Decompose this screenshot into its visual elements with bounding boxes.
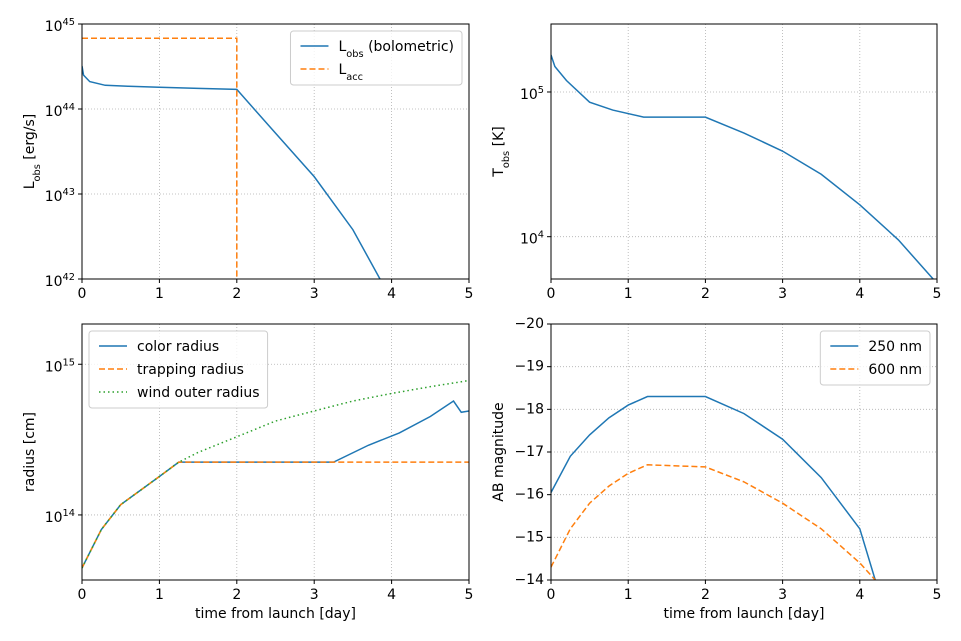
panel: 0 1 2 3 4 5 1014 1015 time from launch [day] radi… <box>22 323 474 622</box>
x-tick-label: 4 <box>855 286 864 302</box>
x-tick-label: 1 <box>155 587 164 603</box>
legend-frame <box>819 330 931 386</box>
y-tick-label: −15 <box>514 529 544 545</box>
y-tick-label: −14 <box>514 572 544 588</box>
y-tick-label: 1014 <box>45 507 75 526</box>
series-line <box>551 395 876 580</box>
y-tick-label: −19 <box>514 359 544 375</box>
legend-label: color radius <box>137 339 219 355</box>
x-tick-label: 0 <box>78 587 87 603</box>
y-tick-label: −17 <box>514 444 544 460</box>
legend-frame <box>88 330 269 409</box>
series-line <box>551 54 934 279</box>
legend-label: 250 nm <box>868 339 922 355</box>
y-axis-label: radius [cm] <box>22 412 38 492</box>
legend: color radius trapping radius wind outer ra… <box>88 330 269 409</box>
x-tick-label: 1 <box>624 587 633 603</box>
legend-label: wind outer radius <box>137 385 260 401</box>
axes-frame <box>81 323 470 581</box>
y-tick-label: 104 <box>520 229 544 248</box>
series-line <box>82 461 469 569</box>
series-line <box>82 400 469 569</box>
panel: 0 1 2 3 4 5 1042 1043 1044 1045 Lobs [erg/s] Lobs (… <box>22 17 473 303</box>
x-tick-label: 4 <box>855 587 864 603</box>
y-tick-label: −18 <box>514 401 544 417</box>
x-tick-label: 2 <box>701 587 710 603</box>
panel: 0 1 2 3 4 5 −20 −19 −18 −17 −16 −15 −14 time from lau… <box>491 316 941 622</box>
x-tick-label: 2 <box>701 286 710 302</box>
x-tick-label: 4 <box>387 286 396 302</box>
x-tick-label: 2 <box>232 587 241 603</box>
y-tick-label: 1044 <box>45 102 75 121</box>
x-tick-label: 1 <box>624 286 633 302</box>
y-tick-label: 1043 <box>45 187 75 206</box>
x-tick-label: 1 <box>155 286 164 302</box>
y-tick-label: 1015 <box>45 357 75 376</box>
legend: Lobs (bolometric)Lacc <box>289 30 463 86</box>
legend-label: Lacc <box>338 62 363 83</box>
x-tick-label: 5 <box>465 587 474 603</box>
x-tick-label: 0 <box>78 286 87 302</box>
legend: 250 nm 600 nm <box>819 330 931 386</box>
legend-label: Lobs (bolometric) <box>338 39 454 60</box>
x-tick-label: 3 <box>778 587 787 603</box>
x-tick-label: 2 <box>232 286 241 302</box>
legend-label: trapping radius <box>137 362 244 378</box>
x-tick-label: 3 <box>310 286 319 302</box>
axes-frame <box>550 323 938 581</box>
y-tick-label: −16 <box>514 487 544 503</box>
x-axis-label: time from launch [day] <box>663 606 824 622</box>
x-tick-label: 5 <box>933 587 942 603</box>
x-axis-label: time from launch [day] <box>195 606 356 622</box>
x-tick-label: 5 <box>465 286 474 302</box>
x-tick-label: 0 <box>547 587 556 603</box>
legend-frame <box>289 30 463 86</box>
axes-frame <box>550 23 938 280</box>
y-tick-label: 105 <box>520 84 544 103</box>
legend-label: 600 nm <box>868 362 922 378</box>
y-tick-label: 1042 <box>45 272 75 291</box>
series-line <box>82 65 381 279</box>
x-tick-label: 4 <box>387 587 396 603</box>
series-line <box>82 379 469 569</box>
series-line <box>551 464 876 580</box>
x-tick-label: 0 <box>547 286 556 302</box>
x-tick-label: 3 <box>778 286 787 302</box>
y-axis-label: Tobs [K] <box>491 126 512 177</box>
y-axis-label: AB magnitude <box>491 402 507 501</box>
x-tick-label: 3 <box>310 587 319 603</box>
x-tick-label: 5 <box>933 286 942 302</box>
y-axis-label: Lobs [erg/s] <box>22 114 43 190</box>
y-tick-label: 1045 <box>45 17 75 36</box>
series-line <box>82 37 238 279</box>
axes-frame <box>81 23 470 280</box>
y-tick-label: −20 <box>514 316 544 332</box>
panel: 0 1 2 3 4 5 104 105 Tobs [K] <box>491 23 942 302</box>
